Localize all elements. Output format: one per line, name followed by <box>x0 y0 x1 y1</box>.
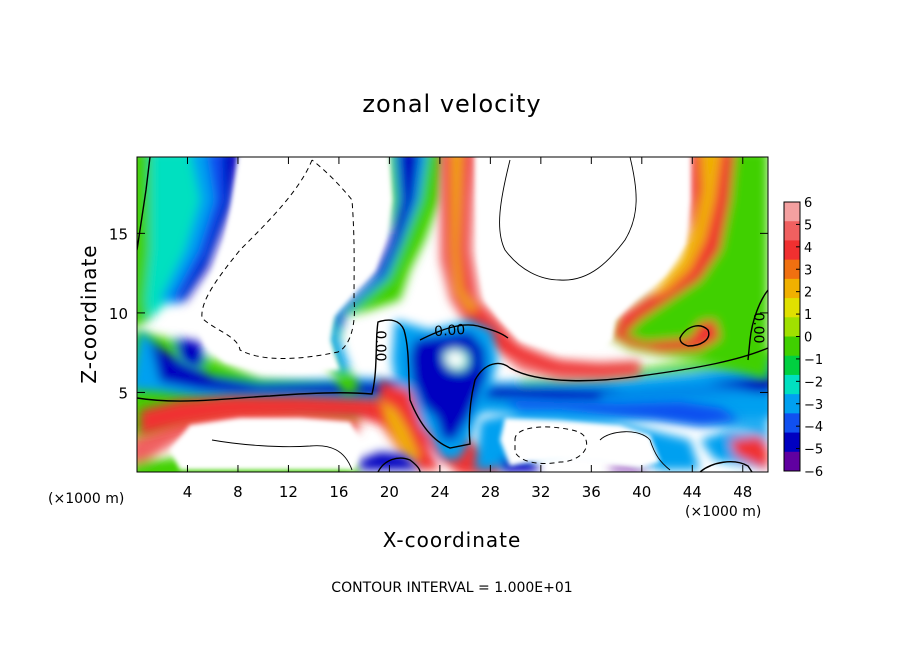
y-tick-label: 10 <box>109 305 128 323</box>
contour-dashed-left <box>201 159 355 359</box>
x-tick-label: 4 <box>183 483 193 501</box>
x-tick-label: 32 <box>531 483 550 501</box>
contour-label-center: 0.00 <box>434 322 466 340</box>
x-tick-label: 16 <box>329 483 348 501</box>
y-axis-unit: (×1000 m) <box>48 491 124 507</box>
y-axis-ticks: 5 10 15 <box>109 225 768 402</box>
colorbar-swatch <box>784 278 800 299</box>
colorbar-swatch <box>784 394 800 414</box>
field-center-left-column <box>325 157 445 395</box>
colorbar-tick-label: 0 <box>804 331 812 346</box>
x-axis-unit: (×1000 m) <box>685 504 761 520</box>
colorbar-tick-label: −4 <box>804 420 823 435</box>
x-axis-ticks: 4 8 12 16 20 24 28 32 36 40 44 48 <box>183 157 752 501</box>
contour-thin-right <box>499 157 637 281</box>
plot-frame <box>136 156 769 473</box>
contour-zero-jet <box>137 319 768 449</box>
colorbar-tick-label: −5 <box>804 443 823 458</box>
field-middle-column <box>378 320 498 470</box>
colorbar-swatch <box>784 298 800 318</box>
contour-dashed <box>201 159 588 465</box>
x-tick-label: 44 <box>683 483 702 501</box>
colorbar-tick-label: 1 <box>804 308 812 323</box>
x-tick-label: 28 <box>481 483 500 501</box>
x-tick-label: 20 <box>380 483 399 501</box>
colorbar-swatch <box>784 240 800 261</box>
contour-zero-right-loop <box>679 325 710 347</box>
colorbar-swatch <box>784 317 800 337</box>
x-tick-label: 8 <box>233 483 243 501</box>
x-tick-label: 36 <box>582 483 601 501</box>
chart-title: zonal velocity <box>362 90 541 118</box>
colorbar-swatch <box>784 374 800 395</box>
colorbar-swatch <box>784 221 800 241</box>
y-tick-label: 15 <box>109 225 128 243</box>
colorbar-tick-label: 4 <box>804 241 812 256</box>
colorbar-tick-label: 6 <box>804 196 812 211</box>
y-axis-label: Z-coordinate <box>77 244 101 383</box>
contour-zero-bottom-loop-a <box>377 457 421 472</box>
colorbar-tick-label: −6 <box>804 465 823 480</box>
contour-label-left: 0.00 <box>372 330 388 361</box>
colorbar: 6 5 4 3 2 1 0 −1 −2 −3 −4 −5 −6 <box>783 196 823 480</box>
x-tick-label: 12 <box>279 483 298 501</box>
contour-thin-lower-left <box>211 439 353 471</box>
colorbar-tick-label: 3 <box>804 263 812 278</box>
colorbar-tick-label: 5 <box>804 218 812 233</box>
colorbar-swatch <box>784 355 800 376</box>
field-center-right-column <box>440 157 640 380</box>
field-right <box>610 157 768 470</box>
x-axis-label: X-coordinate <box>383 528 522 552</box>
colorbar-swatch <box>784 413 800 434</box>
colorbar-swatch <box>784 451 800 472</box>
field-left-edge <box>137 157 239 327</box>
contour-zero-upper <box>419 324 509 341</box>
colorbar-swatch <box>784 202 800 222</box>
contour-interval-footer: CONTOUR INTERVAL = 1.000E+01 <box>331 580 572 596</box>
contour-thin-lower-right <box>599 431 671 471</box>
contour-zero-bottom-loop-b <box>699 461 753 472</box>
contour-zero-left <box>137 157 151 251</box>
colorbar-swatch <box>784 259 800 280</box>
y-tick-label: 5 <box>118 384 128 402</box>
x-tick-label: 48 <box>733 483 752 501</box>
contour-zero-right <box>747 289 768 361</box>
contour-dashed-lower <box>514 426 588 465</box>
colorbar-tick-label: 2 <box>804 286 812 301</box>
plot-area <box>137 157 768 472</box>
x-tick-label: 24 <box>430 483 449 501</box>
colorbar-tick-label: −1 <box>804 353 823 368</box>
x-tick-label: 40 <box>632 483 651 501</box>
contour-lines <box>137 157 768 472</box>
contour-label-right: 0.00 <box>750 312 766 343</box>
colorbar-swatch <box>784 336 800 357</box>
colorbar-tick-label: −3 <box>804 398 823 413</box>
colorbar-tick-label: −2 <box>804 375 823 390</box>
colorbar-swatch <box>784 432 800 453</box>
